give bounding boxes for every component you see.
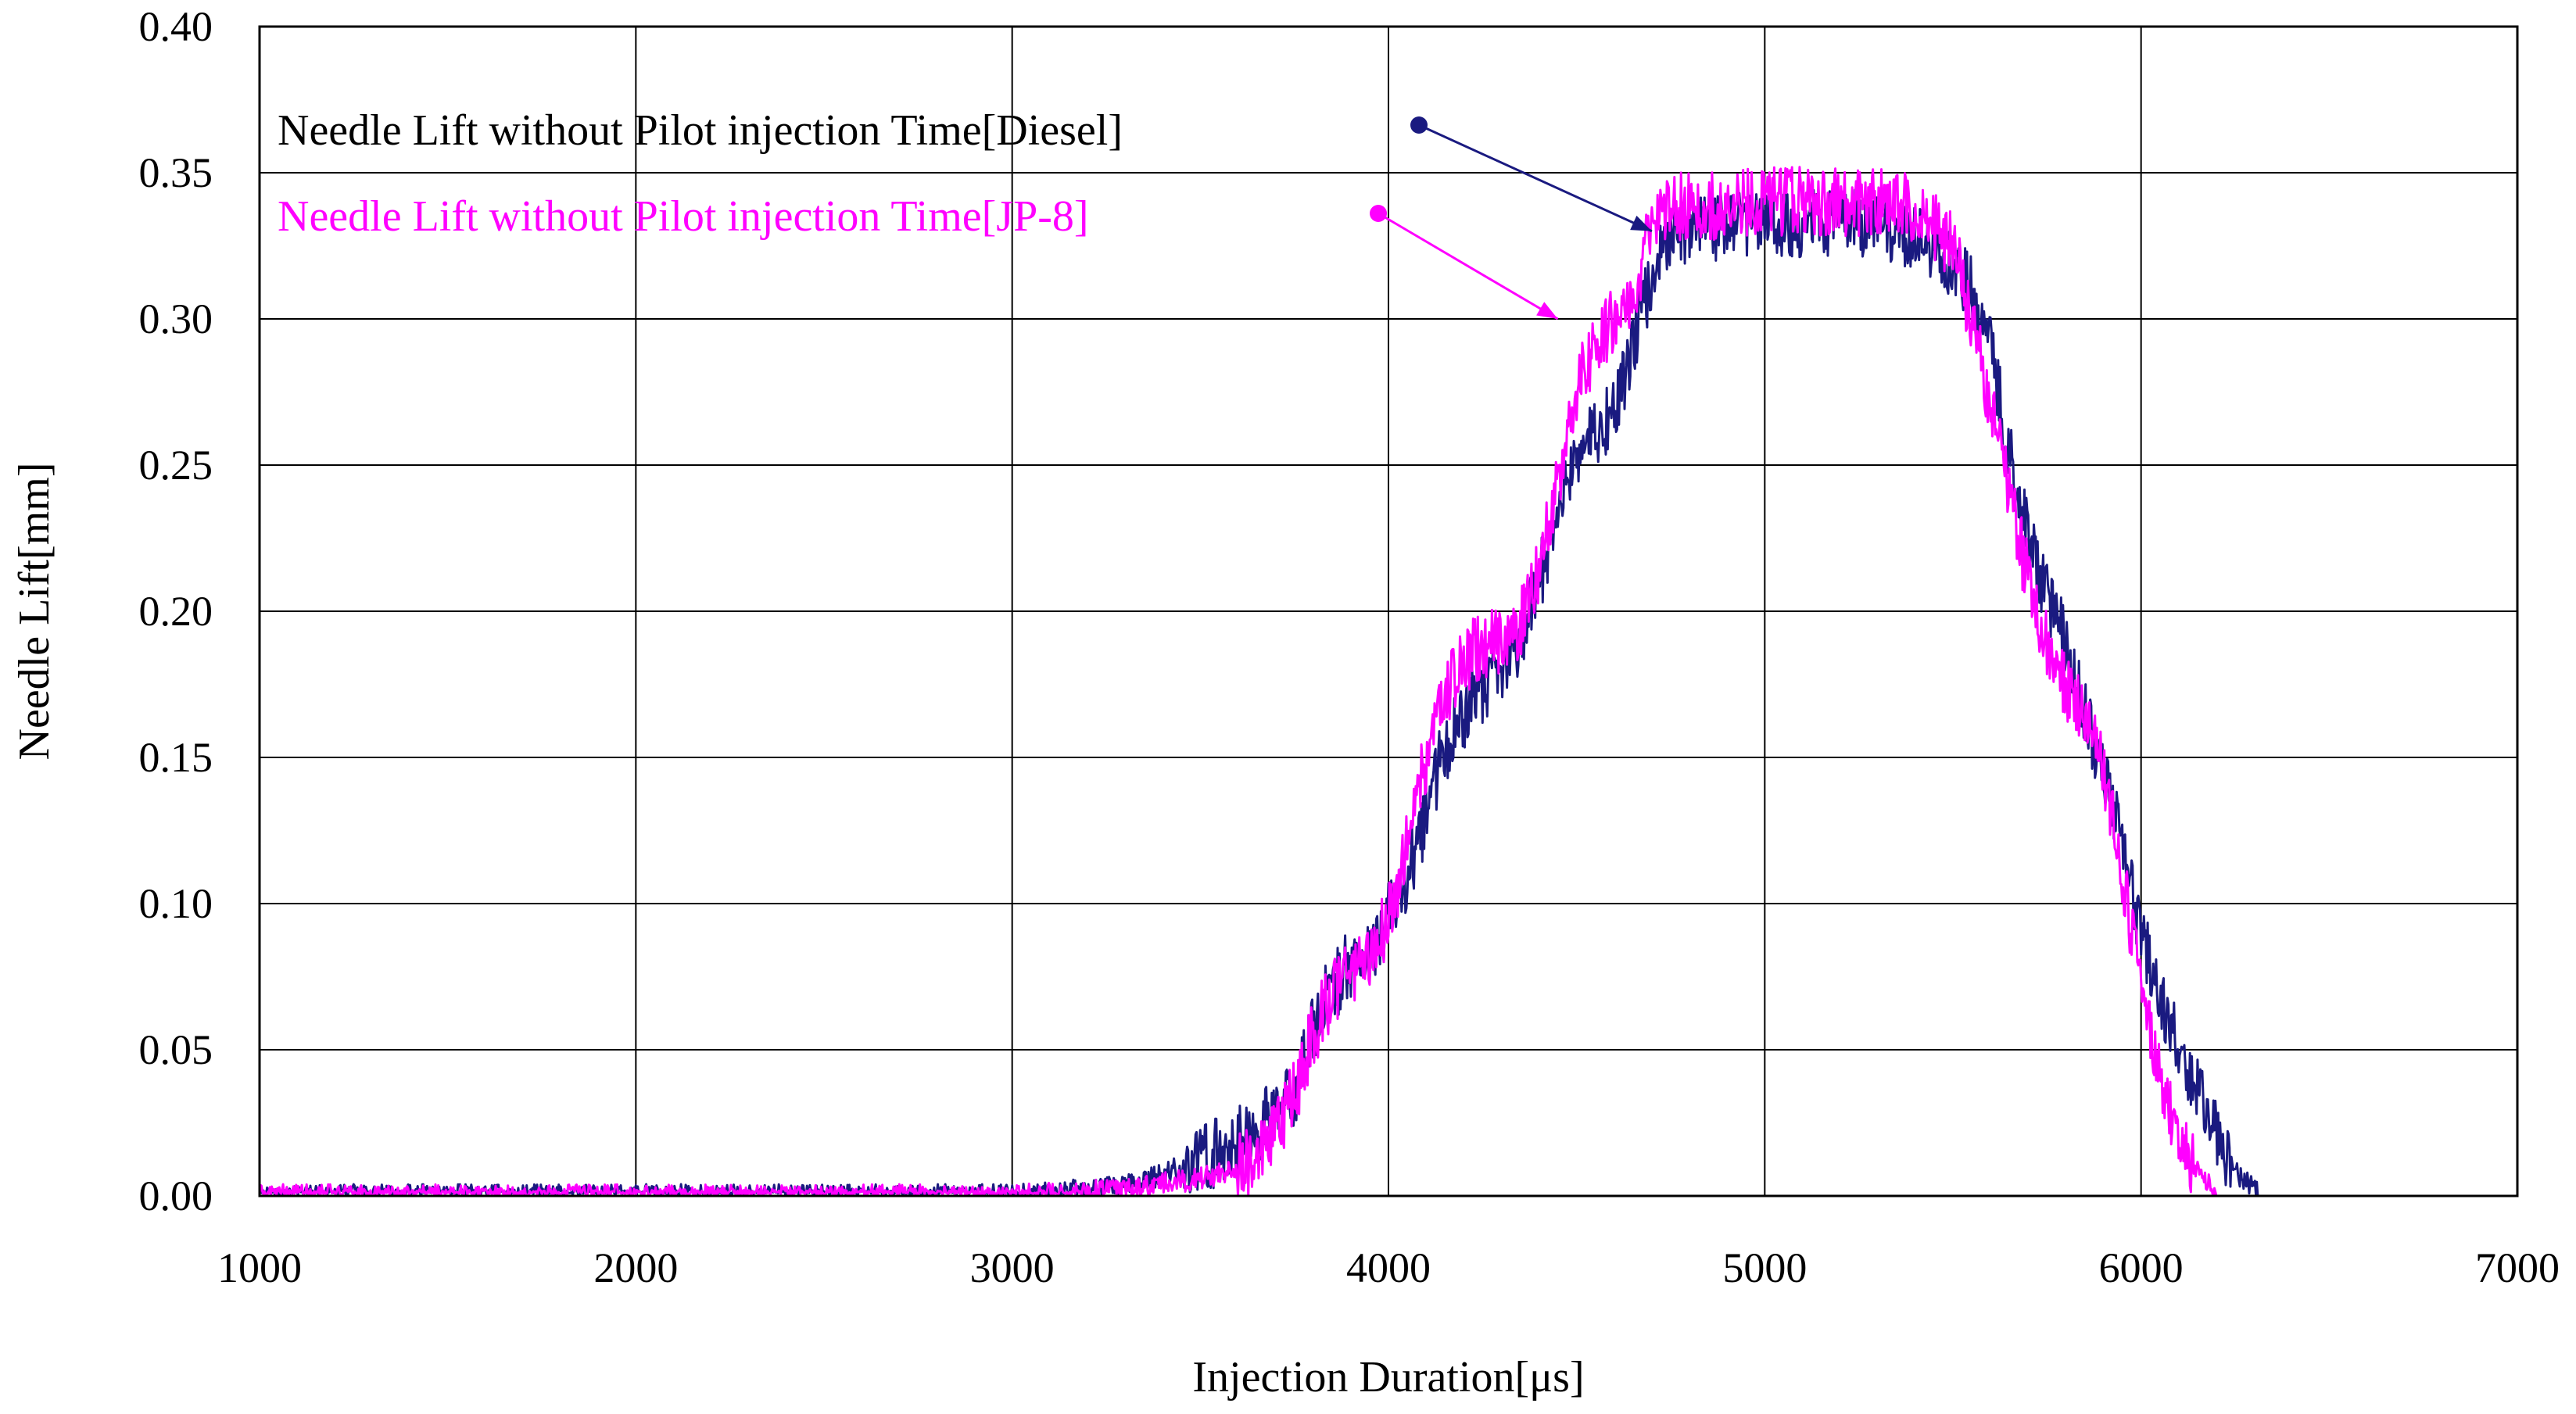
legend-label-diesel: Needle Lift without Pilot injection Time… — [278, 106, 1123, 155]
legend-leader-line — [1378, 212, 1559, 320]
legend-arrowhead — [1630, 215, 1652, 231]
y-tick-label: 0.25 — [139, 442, 213, 489]
y-tick-label: 0.10 — [139, 880, 213, 927]
x-tick-label: 6000 — [2099, 1244, 2184, 1291]
y-tick-label: 0.35 — [139, 149, 213, 196]
y-tick-label: 0.30 — [139, 295, 213, 342]
x-tick-label: 4000 — [1346, 1244, 1431, 1291]
x-tick-label: 2000 — [593, 1244, 678, 1291]
legend: Needle Lift without Pilot injection Time… — [278, 106, 1653, 320]
plot-frame — [258, 25, 2519, 1197]
y-axis-label: Needle Lift[mm] — [10, 463, 59, 761]
legend-arrowhead — [1536, 302, 1558, 319]
legend-marker — [1370, 205, 1387, 222]
y-tick-label: 0.40 — [139, 3, 213, 50]
y-tick-label: 0.00 — [139, 1172, 213, 1219]
y-tick-label: 0.05 — [139, 1026, 213, 1073]
legend-label-jp8: Needle Lift without Pilot injection Time… — [278, 192, 1089, 241]
x-tick-label: 5000 — [1722, 1244, 1807, 1291]
y-axis-ticks: 0.00 0.05 0.10 0.15 0.20 0.25 0.30 0.35 0.40 — [139, 3, 213, 1219]
x-axis-label: Injection Duration[μs] — [1192, 1353, 1584, 1401]
legend-marker — [1410, 116, 1428, 134]
x-tick-label: 3000 — [970, 1244, 1055, 1291]
legend-leader-line — [1418, 124, 1653, 233]
y-tick-label: 0.15 — [139, 734, 213, 781]
x-axis-ticks: 1000 2000 3000 4000 5000 6000 7000 — [217, 1244, 2560, 1291]
y-tick-label: 0.20 — [139, 588, 213, 635]
x-tick-label: 1000 — [217, 1244, 302, 1291]
x-tick-label: 7000 — [2475, 1244, 2560, 1291]
